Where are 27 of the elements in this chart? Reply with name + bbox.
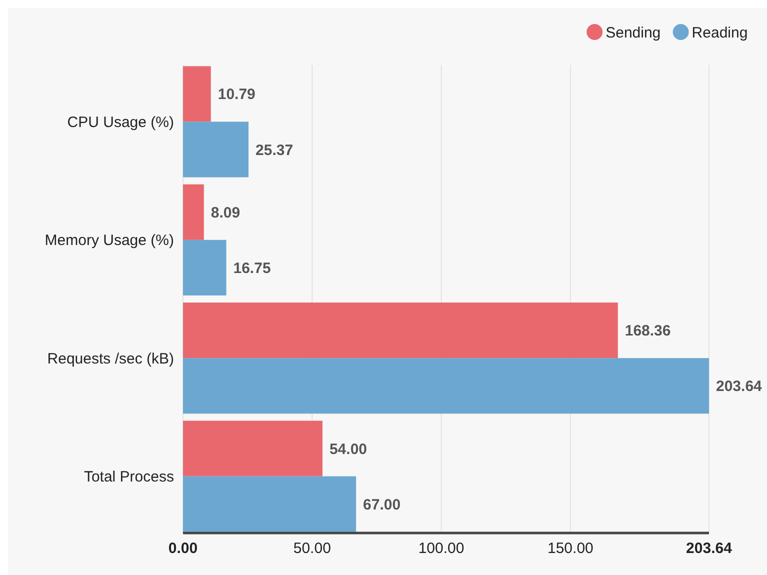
x-tick-label: 50.00 bbox=[293, 540, 331, 557]
text: 67.00 bbox=[363, 496, 401, 514]
text: 10.79 bbox=[218, 86, 256, 104]
x-tick-label: 203.64 bbox=[686, 540, 733, 557]
x-tick-label: 150.00 bbox=[548, 540, 594, 557]
text: 203.64 bbox=[716, 378, 762, 396]
text: 16.75 bbox=[233, 260, 271, 277]
bar bbox=[183, 122, 249, 178]
bar bbox=[183, 476, 356, 532]
x-tick-label: 100.00 bbox=[418, 540, 464, 557]
bar bbox=[183, 420, 322, 476]
text: 54.00 bbox=[329, 440, 368, 458]
y-tick-label: CPU Usage (%) bbox=[67, 114, 174, 131]
text: 168.36 bbox=[624, 322, 671, 340]
x-tick-label: 0.00 bbox=[168, 540, 198, 557]
y-tick-label: Requests /sec (kB) bbox=[47, 350, 174, 368]
y-tick-label: Memory Usage (%) bbox=[44, 232, 174, 250]
legend-label: Sending bbox=[606, 24, 661, 42]
legend-label: Reading bbox=[692, 24, 748, 42]
bar bbox=[183, 240, 226, 296]
y-tick-label: Total Process bbox=[84, 468, 174, 486]
bar bbox=[183, 302, 618, 358]
bar bbox=[183, 184, 204, 240]
bar bbox=[183, 358, 709, 414]
text: 25.37 bbox=[256, 142, 294, 159]
bar bbox=[183, 66, 211, 122]
text: 8.09 bbox=[210, 204, 240, 222]
